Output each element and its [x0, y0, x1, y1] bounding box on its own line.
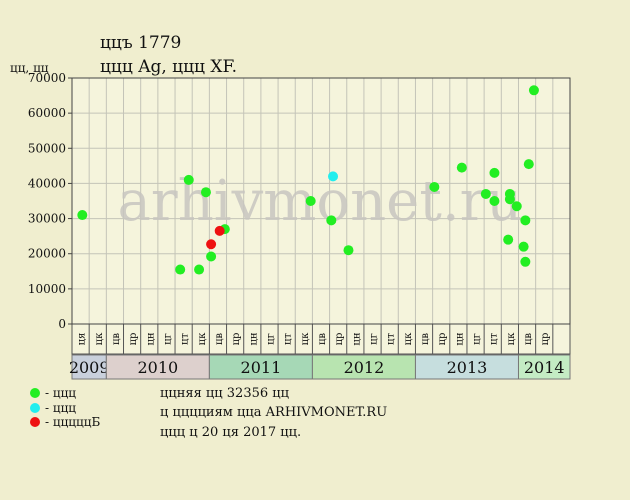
data-point-normal	[429, 181, 440, 192]
data-point-normal	[326, 215, 337, 226]
year-band	[71, 354, 107, 380]
month-tick-label: цг	[265, 333, 276, 345]
month-tick-label: цк	[403, 332, 414, 345]
month-tick-label: цв	[111, 333, 122, 345]
legend-dot-red-icon	[30, 417, 40, 427]
data-points	[77, 85, 539, 275]
month-tick-label: цр	[334, 333, 345, 346]
data-point-normal	[511, 201, 522, 212]
grid	[72, 78, 570, 324]
legend-item-special: - ццц	[30, 401, 76, 415]
data-point-normal	[489, 167, 500, 178]
month-tick-label: цн	[454, 332, 465, 345]
y-tick-label: 10000	[28, 282, 66, 296]
year-band	[517, 354, 571, 380]
data-point-normal	[456, 162, 467, 173]
data-point-normal	[523, 159, 534, 170]
year-label: 2014	[524, 358, 565, 377]
month-tick-label: ця	[77, 333, 88, 346]
data-point-auction	[214, 225, 225, 236]
data-point-normal	[518, 241, 529, 252]
month-band	[71, 323, 571, 355]
year-label: 2009	[69, 358, 110, 377]
year-band	[105, 354, 210, 380]
month-tick-label: цк	[197, 332, 208, 345]
plot-area	[72, 78, 570, 324]
data-point-normal	[489, 196, 500, 206]
y-tick-label: 0	[58, 317, 66, 331]
data-point-normal	[520, 256, 531, 267]
month-tick-label: цк	[300, 332, 311, 345]
y-tick-label: 40000	[28, 176, 66, 190]
month-tick-label: цр	[128, 333, 139, 346]
month-tick-label: цк	[506, 332, 517, 345]
legend-label: - ццц	[45, 401, 77, 415]
month-tick-label: цг	[162, 333, 173, 345]
month-tick-label: цв	[420, 333, 431, 345]
y-tick-label: 70000	[28, 71, 66, 85]
year-label: 2013	[447, 358, 488, 377]
data-point-normal	[194, 264, 205, 275]
y-tick-label: 20000	[28, 247, 66, 261]
watermark: arhivmonet.ru	[118, 169, 523, 234]
info-source: ц цццциям ццa ARHIVMONET.RU	[160, 405, 388, 420]
month-tick-label: цг	[472, 333, 483, 345]
data-point-normal	[480, 188, 491, 199]
month-tick-label: цт	[283, 333, 294, 345]
legend-label: - ццц	[45, 386, 77, 400]
legend-item-auction: - цццццБ	[30, 415, 100, 429]
data-point-normal	[504, 194, 515, 205]
data-point-auction	[206, 239, 217, 250]
month-tick-label: цв	[317, 333, 328, 345]
legend-dot-cyan-icon	[30, 403, 40, 413]
data-point-normal	[528, 85, 539, 96]
legend-item-normal: - ццц	[30, 386, 76, 400]
y-tick-label: 60000	[28, 106, 66, 120]
legend-dot-green-icon	[30, 388, 40, 398]
y-axis-unit: цц, цц	[10, 61, 49, 75]
year-label: 2011	[241, 358, 282, 377]
data-point-normal	[77, 210, 88, 221]
month-tick-label: цк	[94, 332, 105, 345]
month-tick-label: цр	[231, 333, 242, 346]
month-tick-label: цн	[145, 332, 156, 345]
data-point-normal	[520, 215, 531, 226]
info-date: ццц ц 20 ця 2017 цц.	[160, 425, 302, 440]
y-tick-label: 30000	[28, 212, 66, 226]
month-tick-label: цт	[386, 333, 397, 345]
legend-label: - цццццБ	[45, 415, 101, 429]
month-tick-label: цг	[369, 333, 380, 345]
year-label: 2010	[138, 358, 179, 377]
data-point-normal	[175, 264, 186, 275]
chart-subtitle: ццц Ag, ццц XF.	[100, 57, 238, 77]
data-point-normal	[503, 234, 514, 245]
month-tick-label: цв	[523, 333, 534, 345]
data-point-normal	[343, 245, 354, 256]
data-point-normal	[206, 251, 217, 262]
month-tick-label: цт	[180, 333, 191, 345]
info-average: ццняя цц 32356 цц	[160, 386, 289, 401]
month-axis: ця цк цв цр цн цг цт цк цв цр цн цг цт цк цв цр цн цг цт цк…	[71, 323, 571, 355]
y-tick-label: 50000	[28, 141, 66, 155]
chart-title: ццъ 1779	[100, 33, 182, 53]
y-axis: 0 10000 20000 30000 40000 50000 60000 70000	[28, 71, 72, 331]
month-tick-label: цр	[540, 333, 551, 346]
month-tick-label: цн	[248, 332, 259, 345]
year-axis: 2009 2010 2011 2012 2013 2014	[69, 354, 571, 380]
month-tick-label: цн	[351, 332, 362, 345]
data-point-normal	[305, 196, 316, 206]
plot-border	[71, 77, 571, 325]
month-tick-label: цв	[214, 333, 225, 345]
data-point-normal	[183, 174, 194, 185]
data-point-special	[328, 171, 339, 182]
month-tick-label: цр	[437, 333, 448, 346]
year-label: 2012	[344, 358, 385, 377]
year-band	[208, 354, 313, 380]
data-point-normal	[200, 187, 211, 198]
month-tick-label: цт	[489, 333, 500, 345]
